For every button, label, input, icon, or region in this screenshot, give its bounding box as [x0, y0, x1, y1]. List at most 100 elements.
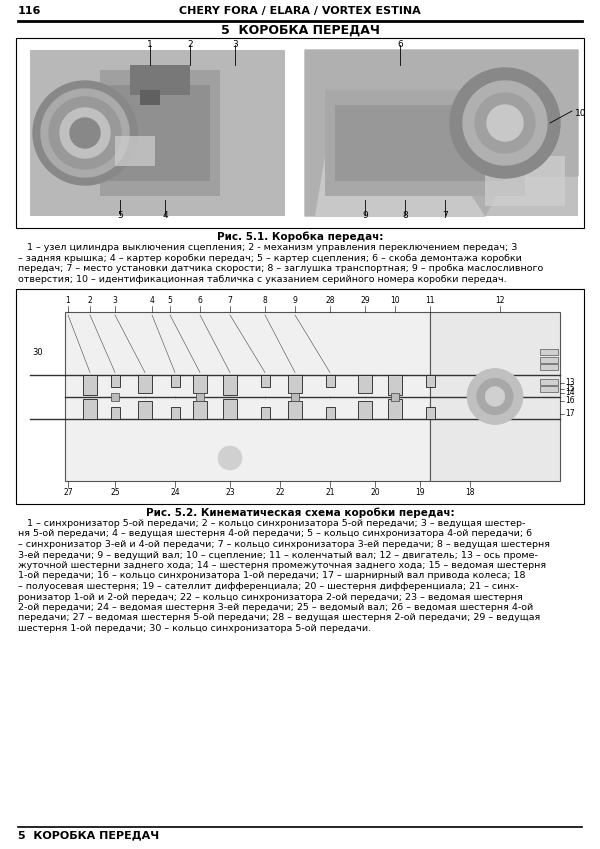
Circle shape [475, 93, 535, 153]
Bar [305, 50, 578, 216]
Text: 28: 28 [325, 296, 335, 305]
Text: – задняя крышка; 4 – картер коробки передач; 5 – картер сцепления; 6 – скоба дем: – задняя крышка; 4 – картер коробки пере… [18, 254, 522, 262]
Bar [223, 374, 237, 395]
Bar [196, 392, 204, 401]
Text: 24: 24 [170, 488, 180, 497]
Circle shape [70, 118, 100, 148]
Bar [170, 407, 179, 419]
Bar [291, 392, 299, 401]
Text: 3: 3 [232, 40, 238, 49]
Text: 16: 16 [565, 396, 575, 405]
Polygon shape [315, 156, 485, 216]
Bar [388, 374, 402, 395]
Text: отверстия; 10 – идентификационная табличка с указанием серийного номера коробки : отверстия; 10 – идентификационная таблич… [18, 274, 506, 284]
Text: 1: 1 [147, 40, 153, 49]
Text: жуточной шестерни заднего хода; 14 – шестерня промежуточная заднего хода; 15 – в: жуточной шестерни заднего хода; 14 – шес… [18, 561, 546, 570]
Text: передач; 7 – место установки датчика скорости; 8 – заглушка транспортная; 9 – пр: передач; 7 – место установки датчика ско… [18, 264, 543, 273]
Text: 20: 20 [370, 488, 380, 497]
Bar [16, 289, 584, 504]
Circle shape [477, 379, 513, 414]
Circle shape [33, 81, 137, 185]
Text: 2: 2 [88, 296, 92, 305]
Bar [425, 407, 434, 419]
Circle shape [41, 89, 129, 177]
Bar [110, 374, 119, 386]
Text: 25: 25 [110, 488, 120, 497]
Text: 3-ей передачи; 9 – ведущий вал; 10 – сцепление; 11 – коленчатый вал; 12 – двигат: 3-ей передачи; 9 – ведущий вал; 10 – сце… [18, 550, 538, 559]
Bar [30, 50, 285, 216]
Text: 19: 19 [415, 488, 425, 497]
Text: ронизатор 1-ой и 2-ой передач; 22 – кольцо синхронизатора 2-ой передачи; 23 – ве: ронизатор 1-ой и 2-ой передач; 22 – коль… [18, 593, 523, 601]
Text: 1: 1 [65, 296, 70, 305]
Text: 2-ой передачи; 24 – ведомая шестерня 3-ей передачи; 25 – ведомый вал; 26 – ведом: 2-ой передачи; 24 – ведомая шестерня 3-е… [18, 603, 533, 612]
Bar [540, 357, 558, 363]
Bar [110, 407, 119, 419]
Text: 1-ой передачи; 16 – кольцо синхронизатора 1-ой передачи; 17 – шарнирный вал прив: 1-ой передачи; 16 – кольцо синхронизатор… [18, 571, 526, 581]
Bar [138, 401, 152, 419]
Bar [540, 348, 558, 355]
Bar [325, 374, 335, 386]
Text: 23: 23 [225, 488, 235, 497]
Bar [111, 392, 119, 401]
Text: шестерня 1-ой передачи; 30 – кольцо синхронизатора 5-ой передачи.: шестерня 1-ой передачи; 30 – кольцо синх… [18, 624, 371, 633]
Text: 1 – узел цилиндра выключения сцепления; 2 - механизм управления переключением пе: 1 – узел цилиндра выключения сцепления; … [18, 243, 517, 252]
Text: 5: 5 [117, 211, 123, 220]
Text: 12: 12 [495, 296, 505, 305]
Text: Рис. 5.2. Кинематическая схема коробки передач:: Рис. 5.2. Кинематическая схема коробки п… [146, 507, 454, 518]
Text: 5  КОРОБКА ПЕРЕДАЧ: 5 КОРОБКА ПЕРЕДАЧ [221, 24, 379, 37]
Bar [430, 312, 560, 481]
Text: 6: 6 [397, 40, 403, 49]
Bar [425, 374, 434, 386]
Bar [358, 374, 372, 392]
Text: 1 – синхронизатор 5-ой передачи; 2 – кольцо синхронизатора 5-ой передачи; 3 – ве: 1 – синхронизатор 5-ой передачи; 2 – кол… [18, 519, 526, 528]
Bar [260, 407, 269, 419]
Bar [358, 401, 372, 419]
Text: – полуосевая шестерня; 19 – сателлит дифференциала; 20 – шестерня дифференциала;: – полуосевая шестерня; 19 – сателлит диф… [18, 582, 518, 591]
Circle shape [487, 105, 523, 141]
Bar [170, 374, 179, 386]
Bar [391, 392, 399, 401]
Bar [130, 65, 190, 95]
Bar [288, 401, 302, 419]
Bar [335, 105, 505, 181]
Text: 21: 21 [325, 488, 335, 497]
Circle shape [60, 108, 110, 158]
Bar [223, 398, 237, 419]
Text: 10: 10 [575, 109, 587, 117]
Bar [485, 156, 565, 206]
Text: ня 5-ой передачи; 4 – ведущая шестерня 4-ой передачи; 5 – кольцо синхронизатора : ня 5-ой передачи; 4 – ведущая шестерня 4… [18, 530, 532, 538]
Text: 17: 17 [565, 409, 575, 418]
Text: 8: 8 [263, 296, 268, 305]
Bar [193, 374, 207, 392]
Text: 14: 14 [565, 388, 575, 397]
Circle shape [467, 368, 523, 424]
Bar [193, 401, 207, 419]
Bar [65, 312, 430, 481]
Bar [83, 398, 97, 419]
Bar [138, 374, 152, 392]
Circle shape [463, 81, 547, 165]
Circle shape [450, 68, 560, 178]
Polygon shape [305, 50, 578, 216]
Text: 29: 29 [360, 296, 370, 305]
Text: 11: 11 [425, 296, 435, 305]
Bar [110, 85, 210, 181]
Text: CHERY FORA / ELARA / VORTEX ESTINA: CHERY FORA / ELARA / VORTEX ESTINA [179, 6, 421, 16]
Text: Рис. 5.1. Коробка передач:: Рис. 5.1. Коробка передач: [217, 231, 383, 241]
Text: 9: 9 [362, 211, 368, 220]
Bar [540, 385, 558, 391]
Text: 13: 13 [565, 378, 575, 387]
Text: 30: 30 [32, 347, 43, 357]
Text: 22: 22 [275, 488, 285, 497]
Bar [325, 90, 525, 196]
Bar [115, 136, 155, 166]
Bar [325, 407, 335, 419]
Bar [388, 398, 402, 419]
Bar [288, 374, 302, 392]
Text: 27: 27 [63, 488, 73, 497]
Text: 10: 10 [390, 296, 400, 305]
Text: 8: 8 [402, 211, 408, 220]
Text: 2: 2 [187, 40, 193, 49]
Bar [260, 374, 269, 386]
Circle shape [218, 446, 242, 470]
